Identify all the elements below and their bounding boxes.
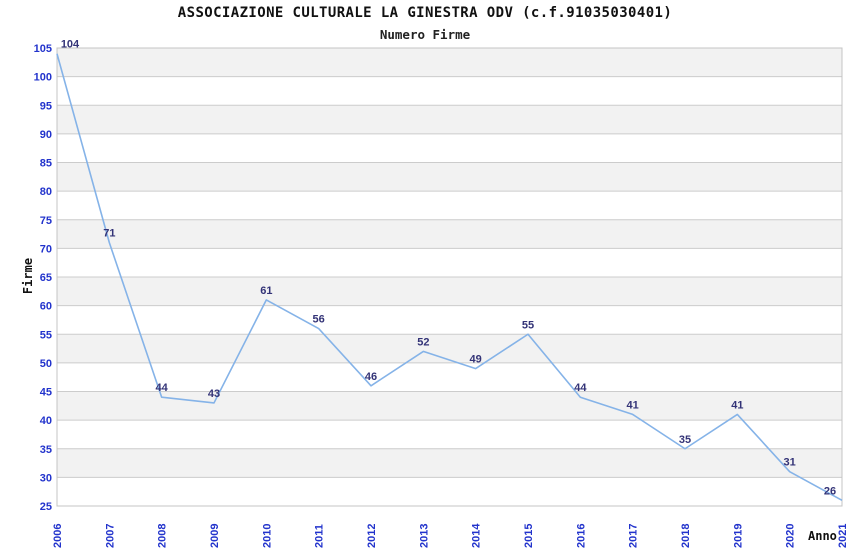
x-tick-label: 2017 <box>628 524 640 548</box>
data-point-label: 41 <box>731 399 743 411</box>
x-tick-label: 2019 <box>732 524 744 548</box>
y-tick-label: 60 <box>40 301 52 313</box>
x-tick-label: 2012 <box>366 524 378 548</box>
data-point-label: 56 <box>313 314 325 326</box>
x-tick-label: 2014 <box>471 523 483 548</box>
y-tick-label: 90 <box>40 129 52 141</box>
y-tick-label: 95 <box>40 100 52 112</box>
y-tick-label: 35 <box>40 444 52 456</box>
y-tick-label: 25 <box>40 501 52 513</box>
x-tick-label: 2008 <box>157 524 169 548</box>
data-point-label: 55 <box>522 319 534 331</box>
y-tick-label: 70 <box>40 243 52 255</box>
x-tick-label: 2013 <box>418 524 430 548</box>
x-tick-label: 2016 <box>575 524 587 548</box>
chart-title: ASSOCIAZIONE CULTURALE LA GINESTRA ODV (… <box>177 5 673 21</box>
data-point-label: 44 <box>574 382 587 394</box>
x-tick-label: 2011 <box>314 524 326 548</box>
x-tick-label: 2015 <box>523 524 535 548</box>
y-tick-label: 85 <box>40 158 52 170</box>
data-point-label: 26 <box>824 485 836 497</box>
x-tick-label: 2018 <box>680 524 692 548</box>
y-tick-label: 40 <box>40 415 52 427</box>
x-axis-title: Anno <box>808 529 837 543</box>
y-tick-label: 30 <box>40 472 52 484</box>
data-point-label: 104 <box>61 39 80 51</box>
x-tick-label: 2020 <box>785 524 797 548</box>
chart-subtitle: Numero Firme <box>379 27 471 42</box>
data-point-label: 61 <box>260 285 272 297</box>
y-tick-label: 50 <box>40 358 52 370</box>
y-tick-label: 105 <box>34 43 52 55</box>
x-tick-label: 2010 <box>261 524 273 548</box>
data-point-label: 35 <box>679 434 691 446</box>
plot-band <box>57 391 842 421</box>
data-point-label: 43 <box>208 388 220 400</box>
y-tick-label: 75 <box>40 215 52 227</box>
series-line <box>56 53 843 501</box>
data-point-label: 49 <box>470 354 482 366</box>
plot-band <box>57 162 842 192</box>
data-point-label: 71 <box>103 228 115 240</box>
y-tick-label: 65 <box>40 272 52 284</box>
plot-border <box>56 47 843 507</box>
data-point-label: 31 <box>784 457 796 469</box>
data-point-label: 46 <box>365 371 377 383</box>
y-tick-label: 80 <box>40 186 52 198</box>
plot-band <box>57 277 842 306</box>
plot-band <box>57 105 842 134</box>
y-tick-label: 45 <box>40 387 52 399</box>
data-point-label: 52 <box>417 336 429 348</box>
plot-band <box>57 448 842 478</box>
y-tick-label: 55 <box>40 329 52 341</box>
x-tick-label: 2006 <box>52 524 64 548</box>
data-point-label: 44 <box>156 382 169 394</box>
x-tick-label: 2009 <box>209 524 221 548</box>
y-tick-label: 100 <box>34 72 52 84</box>
plot-band <box>57 48 842 77</box>
x-tick-label: 2021 <box>837 524 849 548</box>
plot-band <box>57 334 842 363</box>
x-tick-label: 2007 <box>104 524 116 548</box>
data-point-label: 41 <box>627 399 639 411</box>
plot-band <box>57 219 842 249</box>
